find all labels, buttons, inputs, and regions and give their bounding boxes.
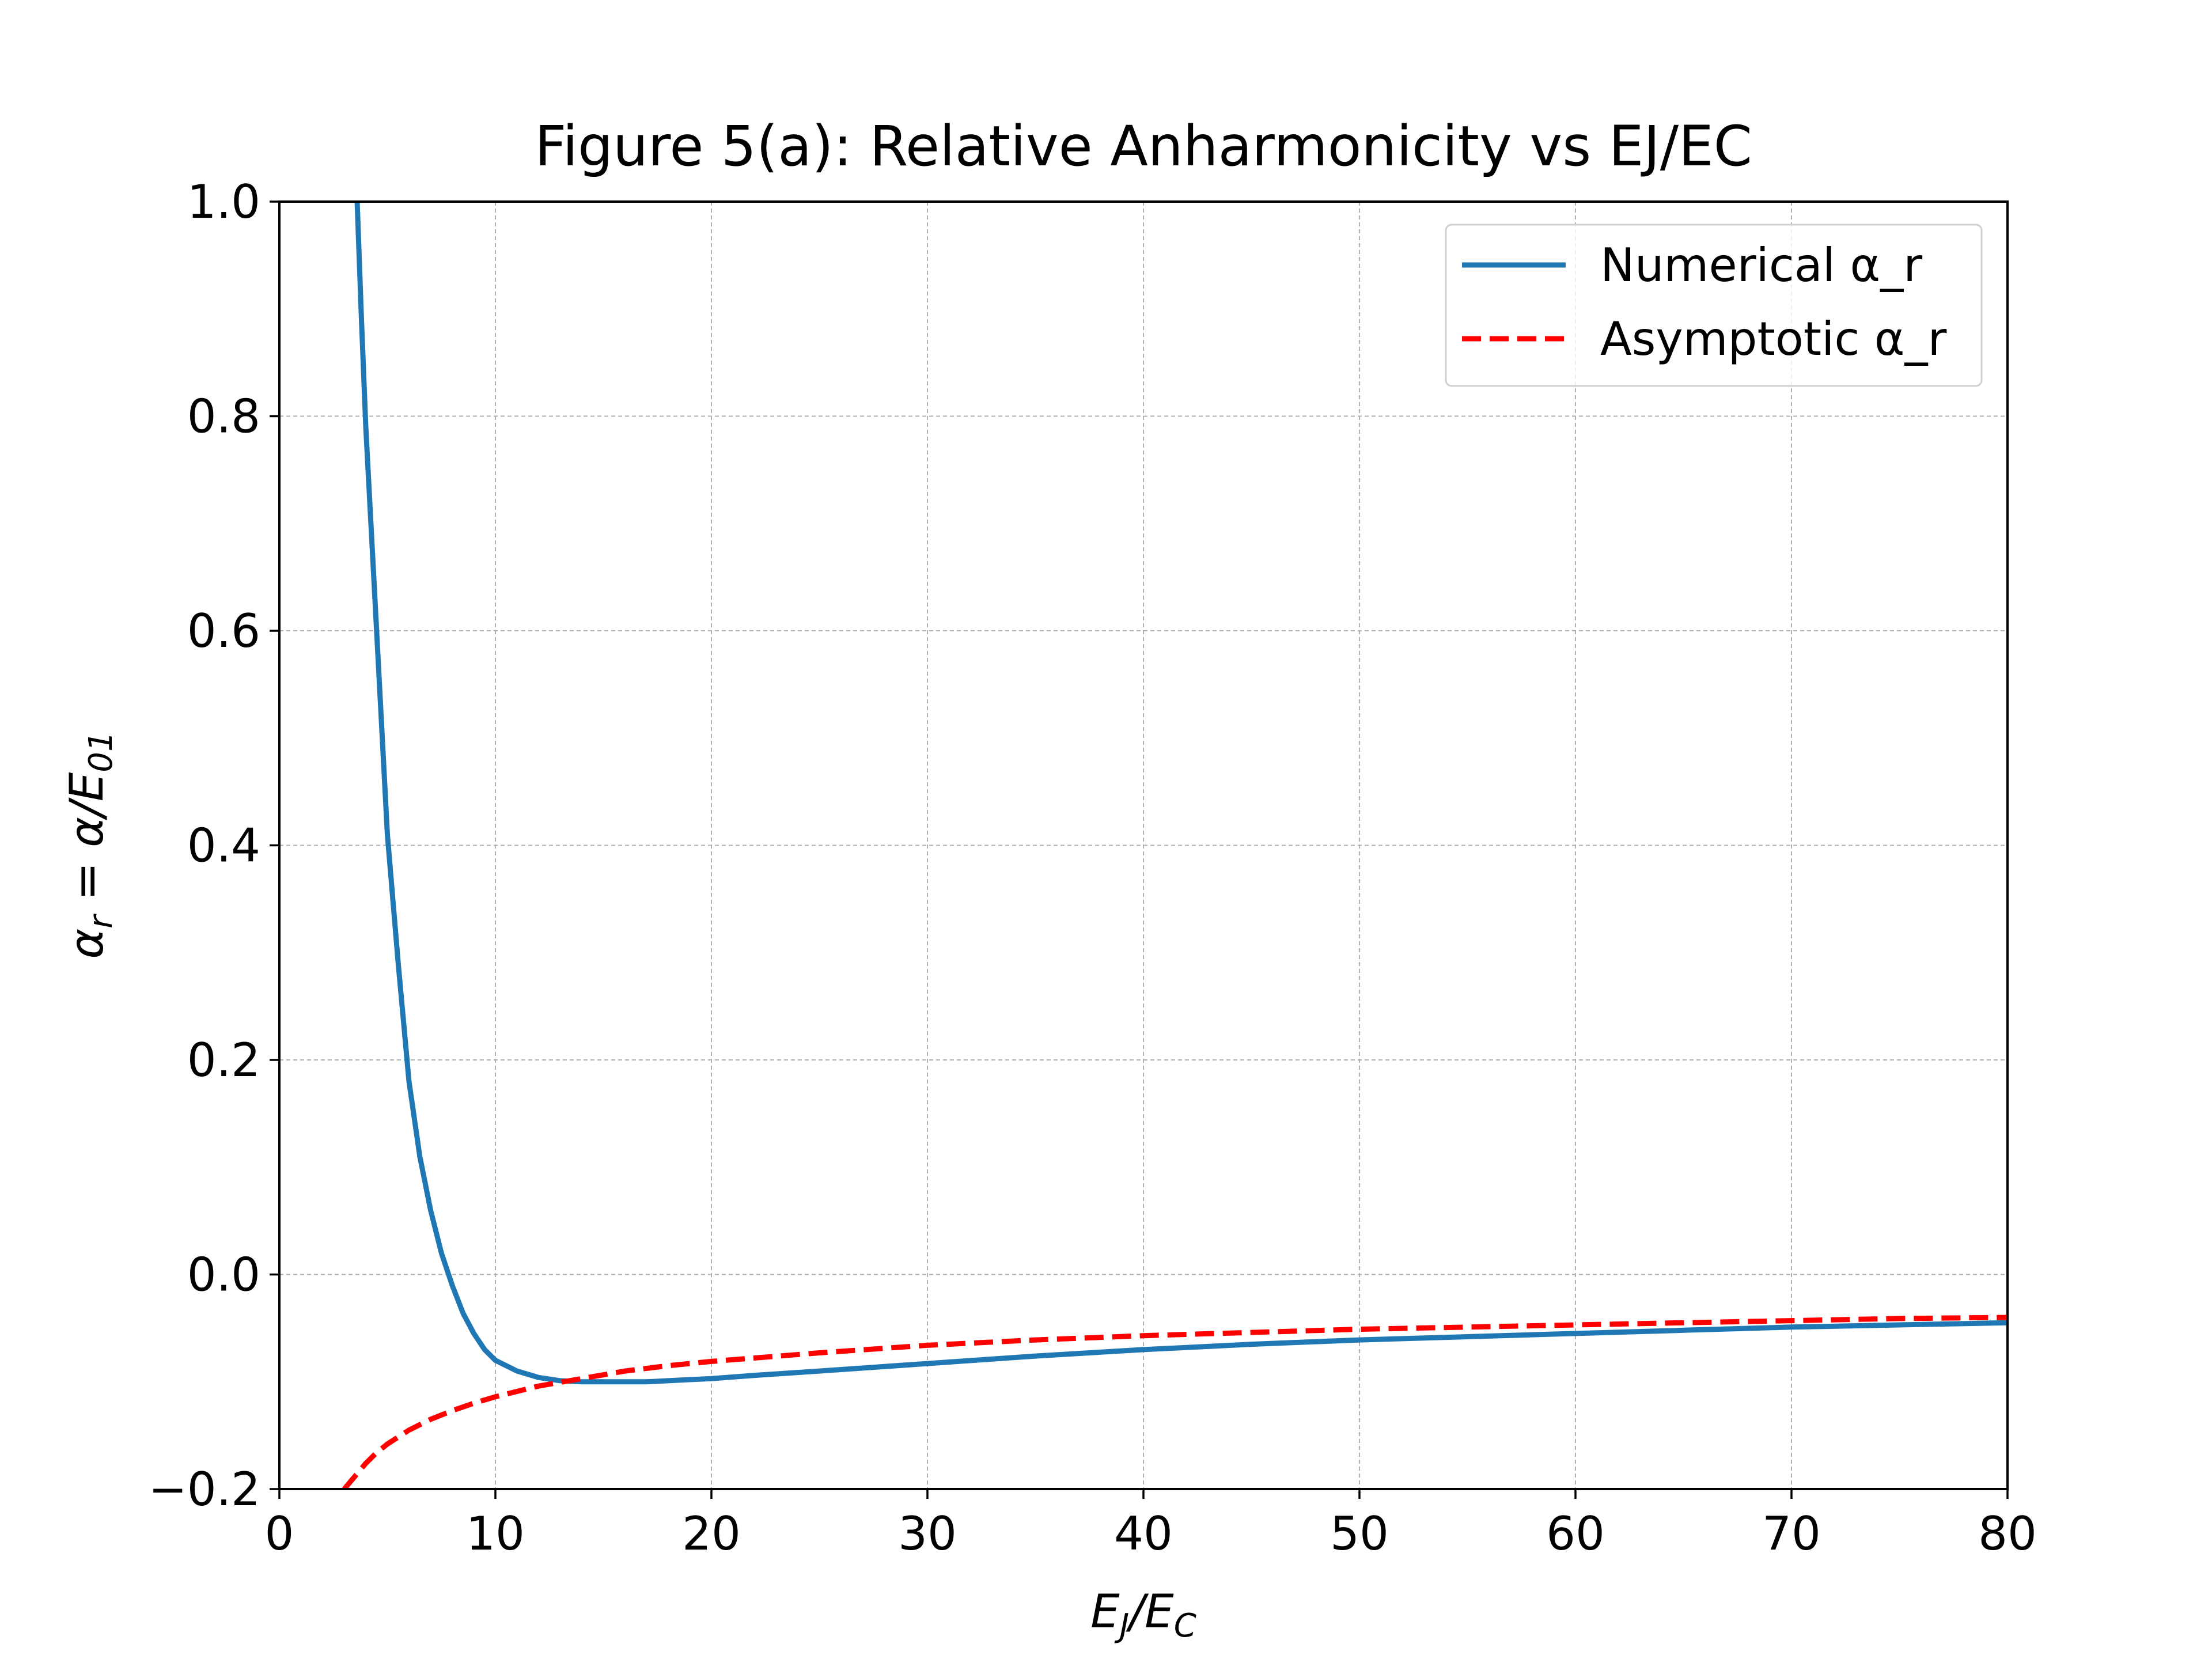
x-tick-label: 80	[1978, 1507, 2037, 1560]
y-axis-label: αr = α/E01	[60, 731, 120, 959]
legend: Numerical α_r Asymptotic α_r	[1445, 224, 1983, 387]
x-axis-label: EJ/EC	[1090, 1585, 1196, 1645]
x-tick-label: 30	[898, 1507, 957, 1560]
x-tick-label: 50	[1330, 1507, 1389, 1560]
series-layer	[342, 202, 2008, 1489]
y-tick-label: 0.2	[187, 1033, 260, 1087]
y-tick-label: 0.6	[187, 604, 260, 658]
y-tick-label: −0.2	[149, 1463, 260, 1516]
x-tick-label: 0	[265, 1507, 294, 1560]
x-tick-label: 20	[682, 1507, 741, 1560]
legend-box	[1445, 224, 1983, 387]
x-tick-label: 10	[466, 1507, 525, 1560]
chart-title: Figure 5(a): Relative Anharmonicity vs E…	[535, 114, 1752, 179]
y-tick-label: 0.4	[187, 819, 260, 873]
x-tick-label: 40	[1114, 1507, 1173, 1560]
y-tick-label: 0.8	[187, 390, 260, 444]
x-tick-label: 70	[1762, 1507, 1821, 1560]
y-tick-label: 1.0	[187, 175, 260, 229]
legend-label-asymptotic: Asymptotic α_r	[1600, 312, 1947, 366]
legend-label-numerical: Numerical α_r	[1600, 238, 1922, 292]
grid-lines	[279, 201, 2008, 1490]
axis-ticks: 0 10 20 30 40 50 60 70 80 −0.2 0.0 0.2 0.4 0.6 0.8 1.0	[149, 175, 2037, 1560]
asymptotic-series-line	[342, 1315, 2008, 1489]
numerical-series-line	[354, 202, 2008, 1385]
x-tick-label: 60	[1546, 1507, 1605, 1560]
y-tick-label: 0.0	[187, 1248, 260, 1302]
